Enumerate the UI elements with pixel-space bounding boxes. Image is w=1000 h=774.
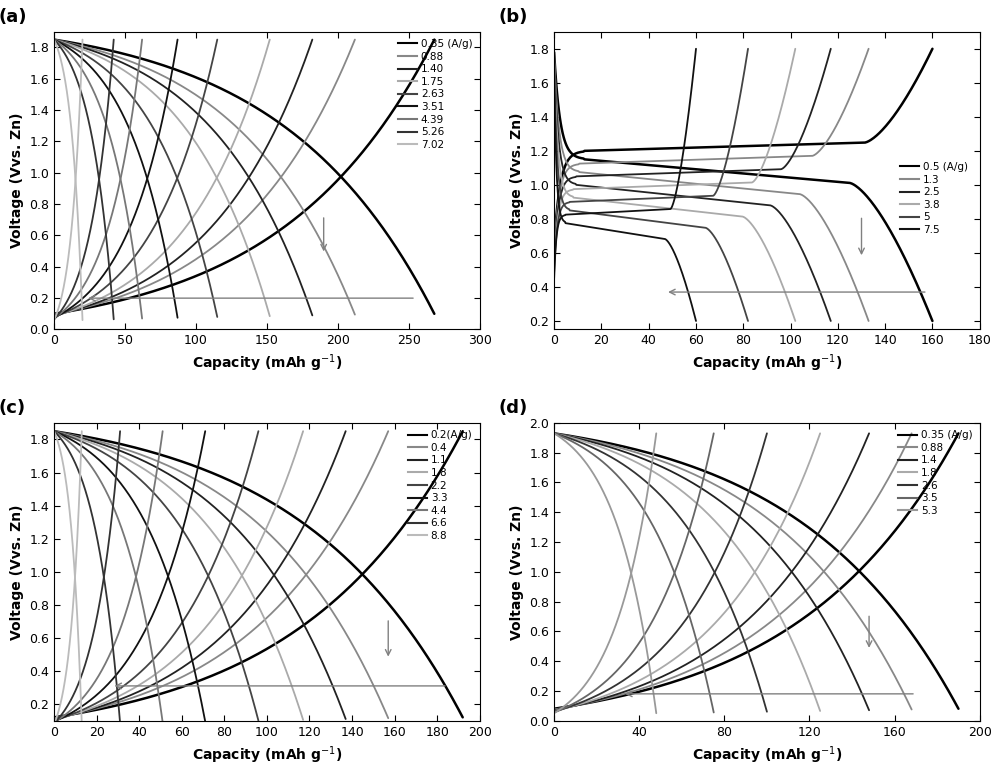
- X-axis label: Capacity (mAh g$^{-1}$): Capacity (mAh g$^{-1}$): [192, 744, 342, 765]
- Text: (d): (d): [499, 399, 528, 417]
- Legend: 0.2(A/g), 0.4, 1.1, 1.8, 2.2, 3.3, 4.4, 6.6, 8.8: 0.2(A/g), 0.4, 1.1, 1.8, 2.2, 3.3, 4.4, …: [404, 426, 477, 545]
- Y-axis label: Voltage (Vvs. Zn): Voltage (Vvs. Zn): [510, 504, 524, 639]
- Y-axis label: Voltage (Vvs. Zn): Voltage (Vvs. Zn): [10, 504, 24, 639]
- X-axis label: Capacity (mAh g$^{-1}$): Capacity (mAh g$^{-1}$): [692, 744, 842, 765]
- X-axis label: Capacity (mAh g$^{-1}$): Capacity (mAh g$^{-1}$): [692, 353, 842, 375]
- Y-axis label: Voltage (Vvs. Zn): Voltage (Vvs. Zn): [10, 113, 24, 248]
- Text: (b): (b): [499, 8, 528, 26]
- Legend: 0.5 (A/g), 1.3, 2.5, 3.8, 5, 7.5: 0.5 (A/g), 1.3, 2.5, 3.8, 5, 7.5: [896, 158, 972, 239]
- Legend: 0.35 (A/g), 0.88, 1.40, 1.75, 2.63, 3.51, 4.39, 5.26, 7.02: 0.35 (A/g), 0.88, 1.40, 1.75, 2.63, 3.51…: [394, 35, 477, 154]
- Legend: 0.35 (A/g), 0.88, 1.4, 1.8, 2.6, 3.5, 5.3: 0.35 (A/g), 0.88, 1.4, 1.8, 2.6, 3.5, 5.…: [894, 426, 977, 520]
- Text: (c): (c): [0, 399, 26, 417]
- Y-axis label: Voltage (Vvs. Zn): Voltage (Vvs. Zn): [510, 113, 524, 248]
- Text: (a): (a): [0, 8, 27, 26]
- X-axis label: Capacity (mAh g$^{-1}$): Capacity (mAh g$^{-1}$): [192, 353, 342, 375]
